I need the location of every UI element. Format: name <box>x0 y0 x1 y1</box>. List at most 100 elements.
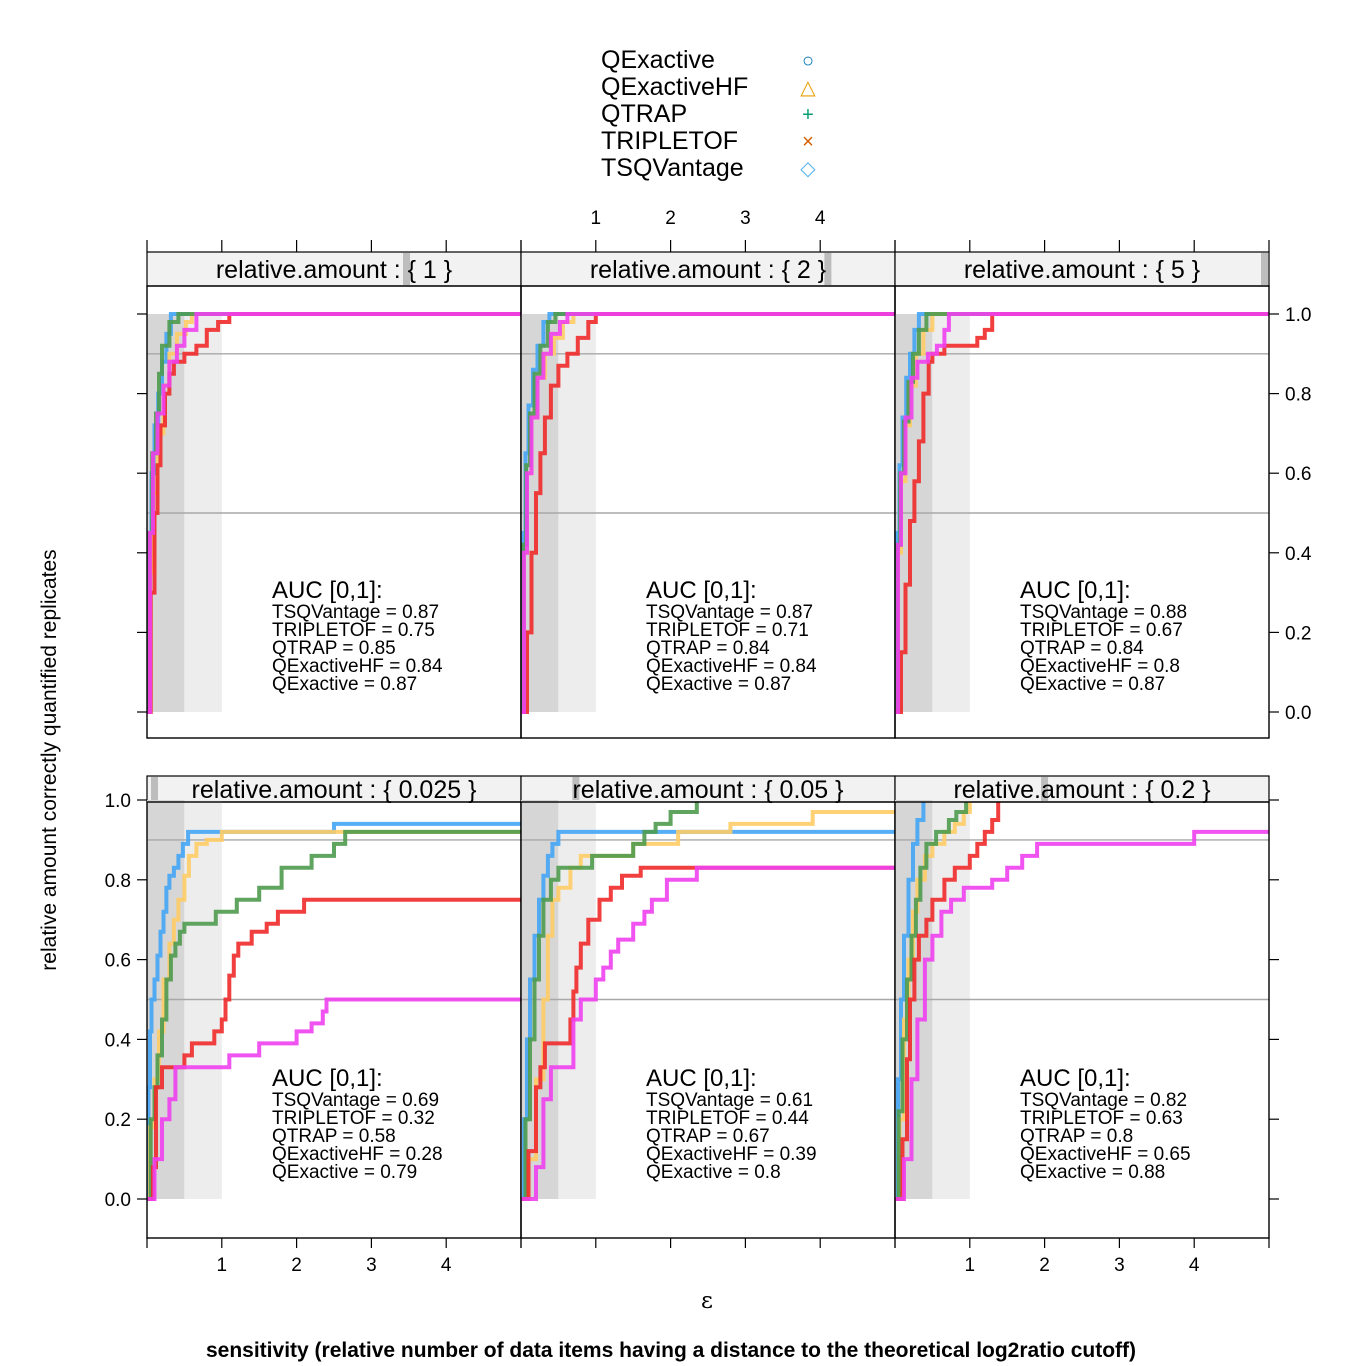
y-tick-label: 0.8 <box>105 871 131 892</box>
legend-label: TSQVantage <box>601 154 744 182</box>
series-line-qexactivehf <box>521 810 895 1201</box>
legend: QExactive ○ QExactiveHF △ QTRAP + TRIPLETOF × TS… <box>601 46 816 182</box>
auc-value: TSQVantage = 0.88 <box>1020 602 1187 623</box>
auc-title: AUC [0,1]: <box>1020 577 1131 604</box>
y-tick-label: 0.2 <box>1285 623 1311 644</box>
strip-label: relative.amount : { 0.05 } <box>572 776 843 804</box>
y-tick-label: 0.4 <box>1285 544 1312 565</box>
legend-symbol: + <box>802 104 814 126</box>
x-tick-label: 4 <box>815 208 826 229</box>
series-group <box>521 312 895 714</box>
series-line-qtrap <box>895 802 1269 1201</box>
strip-level-indicator <box>1041 777 1049 801</box>
legend-label: TRIPLETOF <box>601 127 738 155</box>
left-y-axis: 0.0 0.2 0.4 0.6 0.8 1.0 <box>105 313 147 1211</box>
series-line-tripletof <box>521 312 895 714</box>
auc-value: QExactiveHF = 0.65 <box>1020 1144 1191 1165</box>
auc-value: TRIPLETOF = 0.67 <box>1020 620 1183 641</box>
x-tick-label: 3 <box>1114 1255 1125 1276</box>
strip-label: relative.amount : { 2 } <box>590 256 826 284</box>
auc-value: QExactiveHF = 0.8 <box>1020 656 1180 677</box>
auc-value: TRIPLETOF = 0.32 <box>272 1108 435 1129</box>
strip-background <box>520 251 896 287</box>
series-line-qtrap <box>521 312 895 714</box>
series-line-tripletof <box>895 802 1269 1201</box>
strip-background <box>894 251 1270 287</box>
auc-value: QTRAP = 0.85 <box>272 638 396 659</box>
series-group <box>895 802 1269 1201</box>
series-line-qexactive <box>521 829 895 1201</box>
series-line-tripletof <box>895 312 1269 714</box>
panel: relative.amount : { 1 } AUC [0,1]:TSQVant… <box>146 251 522 739</box>
series-line-tripletof <box>147 897 521 1201</box>
auc-title: AUC [0,1]: <box>646 577 757 604</box>
x-axis-title: ε <box>701 1288 713 1314</box>
strip-level-indicator <box>403 253 411 285</box>
auc-value: QTRAP = 0.84 <box>1020 638 1144 659</box>
figure-caption: sensitivity (relative number of data ite… <box>206 1339 1136 1362</box>
bottom-x-axis: 1 2 3 4 1 2 3 4 <box>146 1238 1270 1276</box>
panel: relative.amount : { 0.05 } AUC [0,1]:TSQV… <box>520 775 896 1239</box>
auc-value: QExactiveHF = 0.28 <box>272 1144 443 1165</box>
series-line-tsqvantage <box>895 312 1269 714</box>
strip-level-indicator <box>151 777 158 801</box>
y-tick-label: 0.6 <box>1285 464 1311 485</box>
panel-grid: relative.amount : { 0.025 }AUC [0,1]:TSQ… <box>146 251 1270 1239</box>
series-line-tsqvantage <box>521 312 895 714</box>
auc-value: TRIPLETOF = 0.75 <box>272 620 435 641</box>
auc-value: TSQVantage = 0.87 <box>272 602 439 623</box>
x-tick-label: 2 <box>665 208 676 229</box>
y-tick-label: 1.0 <box>105 791 131 812</box>
strip-label: relative.amount : { 0.2 } <box>953 776 1210 804</box>
x-tick-label: 1 <box>217 1255 228 1276</box>
panel: relative.amount : { 0.025 } AUC [0,1]:TSQ… <box>146 775 522 1239</box>
top-x-axis: 1 2 3 4 <box>146 208 1270 252</box>
x-tick-label: 1 <box>965 1255 976 1276</box>
panel: relative.amount : { 2 } AUC [0,1]:TSQVant… <box>520 251 896 739</box>
series-line-qexactive <box>895 802 1269 1201</box>
y-tick-label: 0.0 <box>105 1190 131 1211</box>
series-line-tripletof <box>521 865 895 1201</box>
series-line-tsqvantage <box>147 312 521 714</box>
y-tick-label: 0.8 <box>1285 385 1311 406</box>
series-group <box>521 802 895 1201</box>
series-line-tsqvantage <box>521 865 895 1201</box>
x-tick-label: 2 <box>1039 1255 1050 1276</box>
panel: relative.amount : { 5 } AUC [0,1]:TSQVant… <box>894 251 1270 739</box>
legend-symbol: ◇ <box>800 158 816 180</box>
strip-label: relative.amount : { 0.025 } <box>192 776 477 804</box>
legend-label: QExactive <box>601 46 715 74</box>
auc-title: AUC [0,1]: <box>646 1065 757 1092</box>
auc-value: QTRAP = 0.8 <box>1020 1126 1133 1147</box>
series-group <box>895 312 1269 714</box>
auc-value: TSQVantage = 0.61 <box>646 1090 813 1111</box>
auc-value: QExactive = 0.79 <box>272 1162 417 1183</box>
legend-symbol: × <box>802 131 814 153</box>
auc-value: TSQVantage = 0.69 <box>272 1090 439 1111</box>
strip-label: relative.amount : { 1 } <box>216 256 452 284</box>
strip-background <box>894 775 1270 803</box>
auc-value: QExactive = 0.87 <box>272 674 417 695</box>
auc-title: AUC [0,1]: <box>1020 1065 1131 1092</box>
auc-value: QExactive = 0.8 <box>646 1162 781 1183</box>
legend-label: QExactiveHF <box>601 73 748 101</box>
panel-frame <box>894 801 1270 1239</box>
strip-level-indicator <box>824 253 832 285</box>
x-tick-label: 3 <box>366 1255 377 1276</box>
auc-value: QTRAP = 0.84 <box>646 638 770 659</box>
auc-value: QExactive = 0.87 <box>646 674 791 695</box>
auc-title: AUC [0,1]: <box>272 577 383 604</box>
auc-value: TRIPLETOF = 0.63 <box>1020 1108 1183 1129</box>
y-tick-label: 0.0 <box>1285 703 1311 724</box>
auc-value: TSQVantage = 0.82 <box>1020 1090 1187 1111</box>
y-axis-title: relative amount correctly quantified rep… <box>38 549 61 970</box>
auc-value: QTRAP = 0.58 <box>272 1126 396 1147</box>
strip-label: relative.amount : { 5 } <box>964 256 1200 284</box>
auc-value: QExactiveHF = 0.39 <box>646 1144 817 1165</box>
series-line-qtrap <box>147 829 521 1201</box>
auc-title: AUC [0,1]: <box>272 1065 383 1092</box>
x-tick-label: 4 <box>1189 1255 1200 1276</box>
auc-value: QExactive = 0.87 <box>1020 674 1165 695</box>
y-tick-label: 0.2 <box>105 1110 131 1131</box>
